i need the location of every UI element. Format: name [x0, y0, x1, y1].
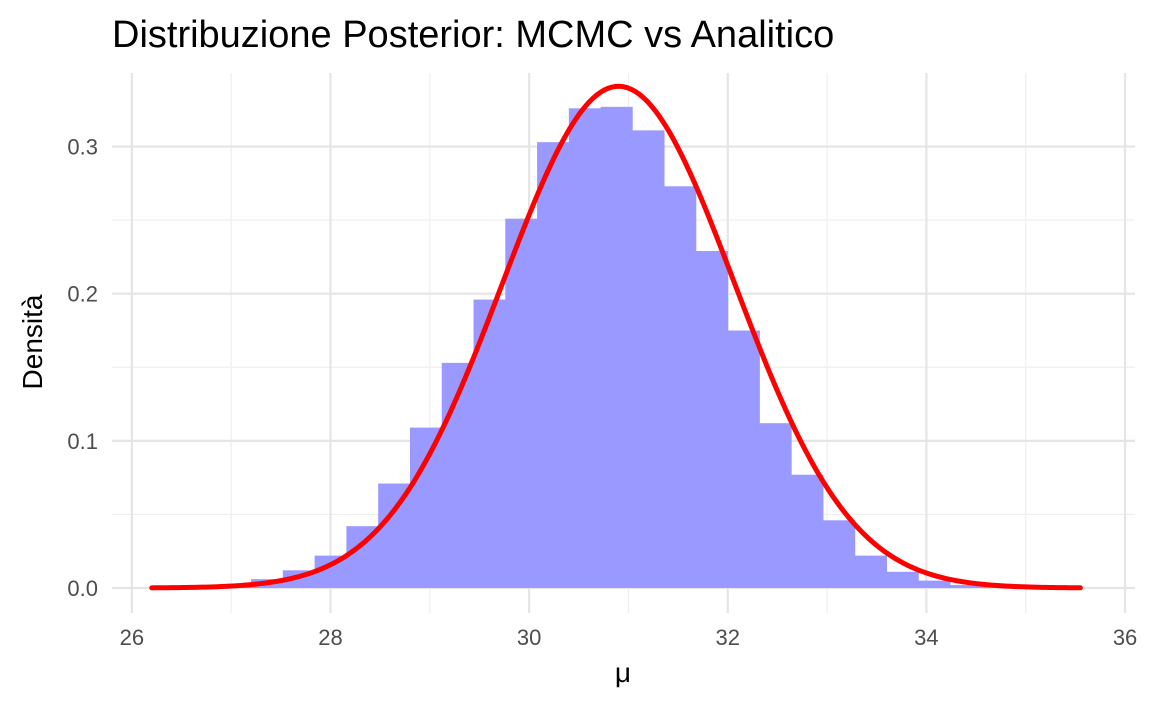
histogram-bar — [537, 142, 570, 588]
y-axis-label: Densità — [17, 294, 48, 389]
x-tick-label: 36 — [1113, 625, 1137, 650]
x-tick-label: 34 — [914, 625, 938, 650]
histogram-bar — [950, 585, 983, 588]
histogram-bar — [568, 108, 601, 588]
histogram-bar — [505, 218, 538, 588]
histogram-bar — [854, 555, 887, 588]
histogram-bar — [823, 520, 856, 588]
histogram-bars — [219, 106, 1015, 588]
y-tick-label: 0.1 — [67, 429, 98, 454]
x-tick-labels: 26 28 30 32 34 36 — [120, 625, 1138, 650]
histogram-bar — [378, 483, 411, 588]
y-tick-label: 0.0 — [67, 576, 98, 601]
y-tick-label: 0.2 — [67, 282, 98, 307]
y-tick-label: 0.3 — [67, 135, 98, 160]
histogram-bar — [696, 251, 729, 588]
x-tick-label: 32 — [716, 625, 740, 650]
x-axis-label: μ — [615, 657, 631, 688]
chart-title: Distribuzione Posterior: MCMC vs Analiti… — [112, 14, 834, 56]
histogram-bar — [664, 186, 697, 588]
histogram-bar — [886, 571, 919, 588]
x-tick-label: 28 — [318, 625, 342, 650]
histogram-bar — [918, 580, 951, 588]
y-tick-labels: 0.0 0.1 0.2 0.3 — [67, 135, 98, 601]
histogram-bar — [791, 474, 824, 588]
histogram-bar — [727, 330, 760, 588]
analytic-density-curve — [149, 83, 1083, 591]
histogram-bar — [759, 423, 792, 588]
histogram-bar — [409, 427, 443, 588]
histogram-bar — [632, 130, 665, 588]
histogram-bar — [600, 106, 633, 588]
x-tick-label: 30 — [517, 625, 541, 650]
x-tick-label: 26 — [120, 625, 144, 650]
